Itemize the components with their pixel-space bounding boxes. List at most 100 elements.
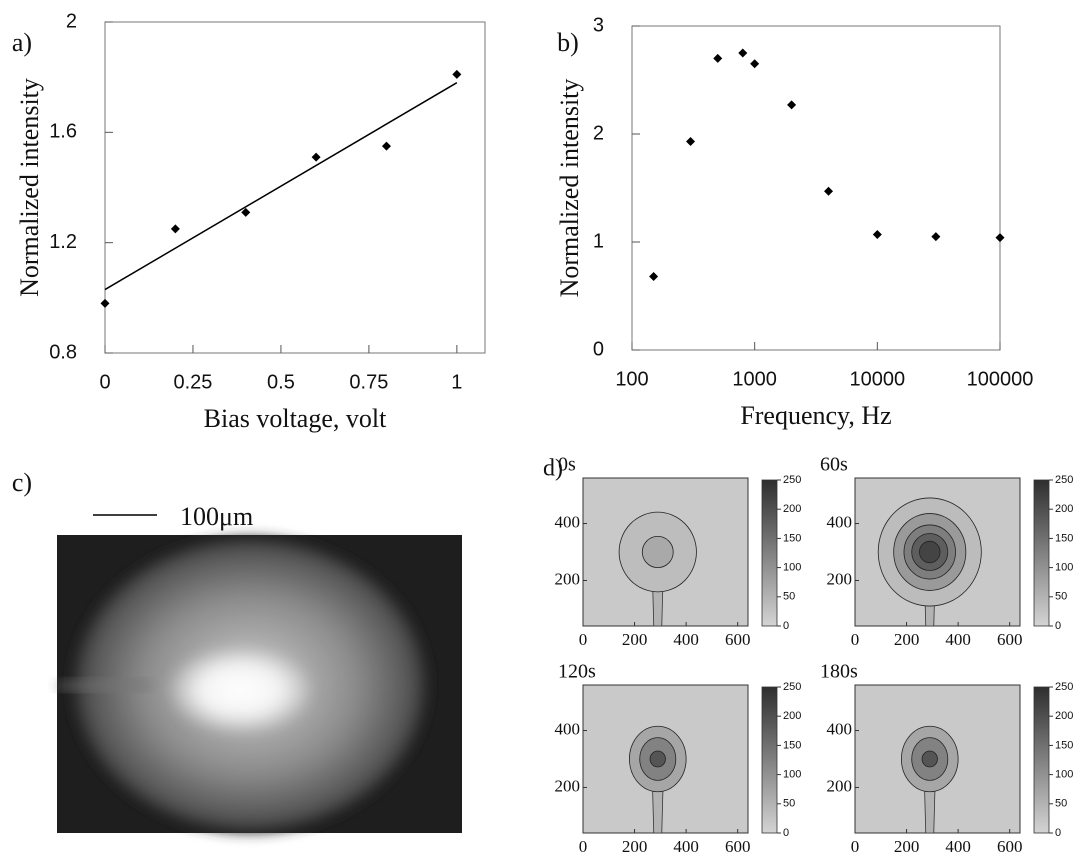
y-axis-label: Normalized intensity (15, 78, 44, 297)
colorbar-tick-label: 250 (1055, 681, 1073, 693)
x-tick-label: 200 (622, 630, 648, 649)
x-axis-label: Bias voltage, volt (204, 404, 387, 433)
colorbar (1033, 686, 1050, 834)
plot-frame (631, 25, 1001, 351)
x-tick-label: 0 (579, 837, 588, 855)
y-tick-label: 0.8 (49, 341, 77, 363)
y-tick-label: 400 (827, 719, 853, 738)
colorbar-tick-label: 50 (783, 591, 795, 603)
y-tick-label: 1 (593, 230, 604, 252)
colorbar-tick-label: 200 (1055, 503, 1073, 515)
x-tick-label: 0.5 (267, 371, 295, 393)
y-axis-label: Normalized intensity (555, 79, 584, 298)
panel-label: c) (12, 468, 32, 497)
y-tick-label: 400 (555, 719, 581, 738)
colorbar-tick-label: 250 (1055, 474, 1073, 486)
x-tick-label: 600 (997, 630, 1023, 649)
colorbar-tick-label: 0 (1055, 827, 1061, 839)
data-point (170, 224, 180, 234)
colorbar-tick-label: 100 (783, 562, 801, 574)
x-tick-label: 200 (894, 630, 920, 649)
x-tick-label: 1 (451, 371, 462, 393)
y-tick-label: 2 (593, 122, 604, 144)
data-point (738, 48, 748, 58)
x-tick-label: 600 (725, 837, 751, 855)
scale-label: 100μm (180, 502, 253, 531)
contour (641, 535, 674, 569)
x-tick-label: 0 (851, 837, 860, 855)
colorbar-tick-label: 150 (1055, 532, 1073, 544)
x-tick-label: 600 (997, 837, 1023, 855)
colorbar-tick-label: 150 (783, 532, 801, 544)
data-point (100, 298, 110, 308)
colorbar-tick-label: 250 (783, 681, 801, 693)
data-point (381, 141, 391, 151)
colorbar-tick-label: 50 (783, 798, 795, 810)
colorbar-tick-label: 100 (783, 769, 801, 781)
y-tick-label: 2 (66, 10, 77, 32)
x-tick-label: 400 (673, 630, 699, 649)
data-point (713, 53, 723, 63)
y-tick-label: 200 (555, 569, 581, 588)
data-point (995, 233, 1005, 243)
colorbar-tick-label: 150 (1055, 739, 1073, 751)
colorbar-tick-label: 0 (783, 620, 789, 632)
x-tick-label: 200 (894, 837, 920, 855)
x-tick-label: 100000 (967, 368, 1034, 390)
x-tick-label: 0 (579, 630, 588, 649)
colorbar-tick-label: 200 (783, 710, 801, 722)
data-point (452, 69, 462, 79)
panel-label: a) (12, 28, 32, 57)
y-tick-label: 200 (827, 569, 853, 588)
y-tick-label: 1.2 (49, 231, 77, 253)
colorbar-tick-label: 0 (783, 827, 789, 839)
x-tick-label: 0.75 (349, 371, 388, 393)
y-tick-label: 1.6 (49, 121, 77, 143)
subplot-title: 180s (820, 661, 858, 683)
plot-frame (104, 21, 486, 354)
colorbar-tick-label: 150 (783, 739, 801, 751)
colorbar-tick-label: 0 (1055, 620, 1061, 632)
colorbar (761, 479, 778, 627)
fit-line (104, 82, 458, 291)
micrograph (57, 535, 462, 833)
subplot-title: 120s (558, 661, 596, 683)
data-point (824, 186, 834, 196)
colorbar-tick-label: 100 (1055, 769, 1073, 781)
x-tick-label: 400 (945, 837, 971, 855)
x-tick-label: 400 (673, 837, 699, 855)
x-tick-label: 0 (99, 371, 110, 393)
y-tick-label: 200 (827, 776, 853, 795)
y-tick-label: 400 (827, 512, 853, 531)
data-point (787, 100, 797, 110)
x-tick-label: 0.25 (173, 371, 212, 393)
colorbar (1033, 479, 1050, 627)
data-point (872, 229, 882, 239)
x-tick-label: 0 (851, 630, 860, 649)
data-point (750, 59, 760, 69)
data-point (241, 207, 251, 217)
data-point (686, 137, 696, 147)
data-point (649, 272, 659, 282)
panel-label: d) (543, 456, 563, 482)
colorbar-tick-label: 100 (1055, 562, 1073, 574)
colorbar-tick-label: 250 (783, 474, 801, 486)
panel-label: b) (557, 28, 579, 57)
colorbar (761, 686, 778, 834)
data-point (311, 152, 321, 162)
colorbar-tick-label: 50 (1055, 591, 1067, 603)
y-tick-label: 400 (555, 512, 581, 531)
subplot-title: 60s (820, 454, 848, 476)
x-tick-label: 1000 (732, 368, 777, 390)
x-tick-label: 10000 (850, 368, 906, 390)
y-tick-label: 200 (555, 776, 581, 795)
contour (649, 750, 666, 768)
y-tick-label: 0 (593, 338, 604, 360)
colorbar-tick-label: 200 (783, 503, 801, 515)
colorbar-tick-label: 200 (1055, 710, 1073, 722)
y-tick-label: 3 (593, 14, 604, 36)
data-point (931, 232, 941, 242)
subplot-title: 0s (558, 454, 576, 476)
colorbar-tick-label: 50 (1055, 798, 1067, 810)
